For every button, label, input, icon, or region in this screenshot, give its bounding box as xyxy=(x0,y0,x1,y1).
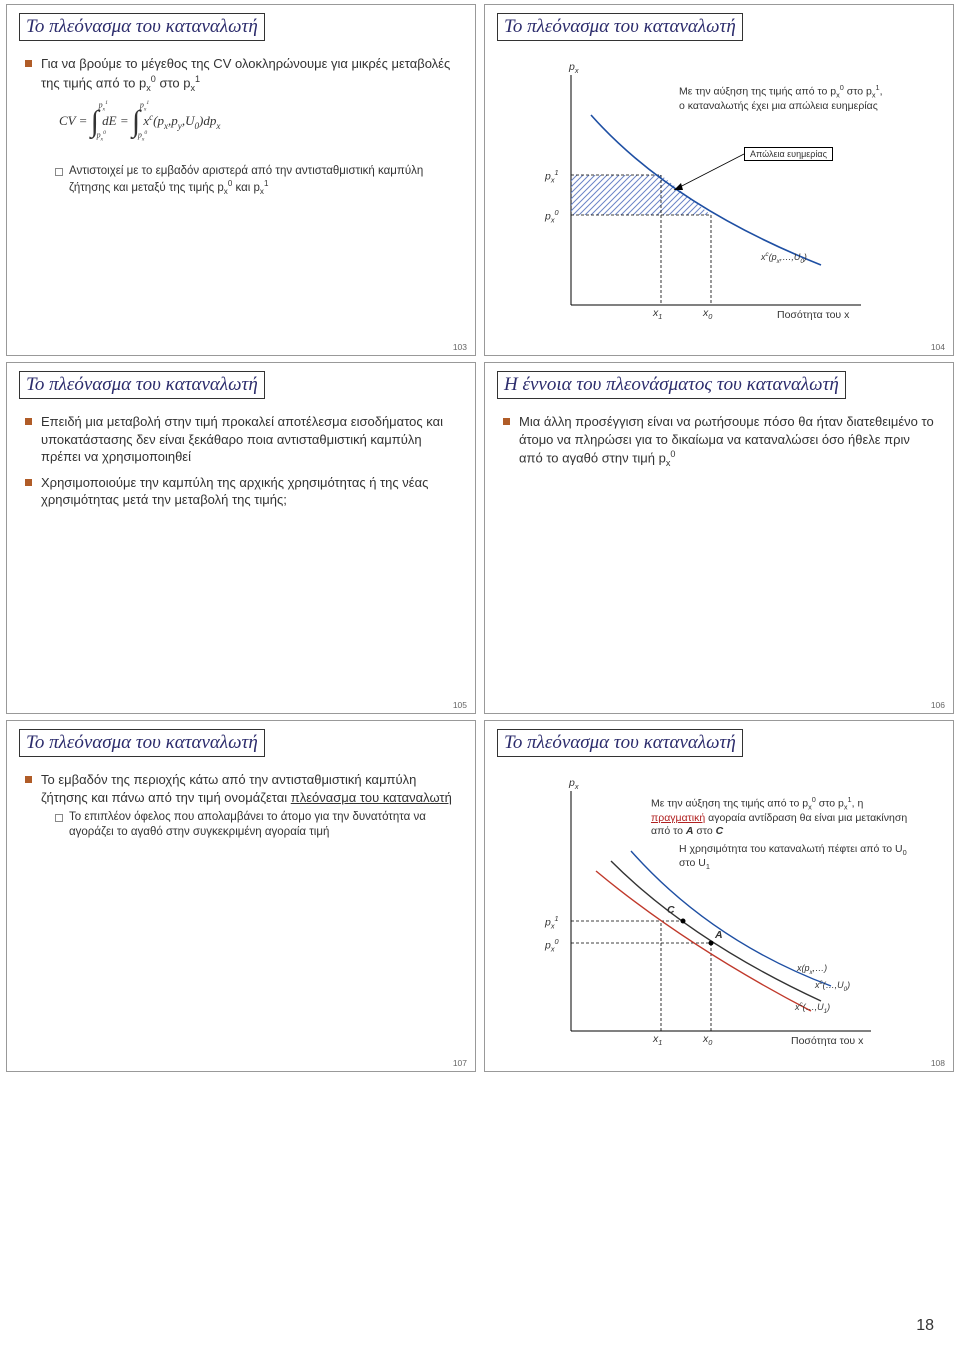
fa2: ,p xyxy=(168,113,178,128)
bullet-2: Χρησιμοποιούμε την καμπύλη της αρχικής χ… xyxy=(25,474,457,509)
title-box: Το πλεόνασμα του καταναλωτή xyxy=(19,13,265,41)
slide-108: Το πλεόνασμα του καταναλωτή px px1 xyxy=(484,720,954,1072)
slide-title: Το πλεόνασμα του καταναλωτή xyxy=(504,732,736,753)
sub1: Το επιπλέον όφελος που απολαμβάνει το άτ… xyxy=(55,810,457,840)
curve-c1-label: xc(…,U1) xyxy=(795,1001,830,1016)
slide-number: 107 xyxy=(453,1058,467,1068)
slide-title: Η έννοια του πλεονάσματος του καταναλωτή xyxy=(504,374,839,395)
point-A: A xyxy=(715,929,723,942)
page-number: 18 xyxy=(10,1317,950,1335)
p1-label: px1 xyxy=(545,914,559,931)
formula-de: dE = xyxy=(102,113,128,128)
bullet-1: Επειδή μια μεταβολή στην τιμή προκαλεί α… xyxy=(25,413,457,466)
s1b: 1 xyxy=(264,179,268,188)
annot-2: Η χρησιμότητα του καταναλωτή πέφτει από … xyxy=(679,843,909,872)
slide-number: 108 xyxy=(931,1058,945,1068)
slide-105: Το πλεόνασμα του καταναλωτή Επειδή μια μ… xyxy=(6,362,476,714)
bullet-1-text-a: Για να βρούμε το μέγεθος της CV ολοκληρώ… xyxy=(41,56,450,90)
y-axis-label: px xyxy=(569,777,579,791)
slide-content: Επειδή μια μεταβολή στην τιμή προκαλεί α… xyxy=(19,413,463,695)
slide-number: 106 xyxy=(931,700,945,710)
annot-top: Με την αύξηση της τιμής από το px0 στο p… xyxy=(651,795,911,838)
slide-content: Μια άλλη προσέγγιση είναι να ρωτήσουμε π… xyxy=(497,413,941,695)
chart-104: px px1 px0 x1 x0 xc(px,…,U0) Ποσότητα το… xyxy=(509,55,929,337)
slide-content: Για να βρούμε το μέγεθος της CV ολοκληρώ… xyxy=(19,55,463,337)
slide-106: Η έννοια του πλεονάσματος του καταναλωτή… xyxy=(484,362,954,714)
s1mid: και p xyxy=(232,182,260,194)
slide-107: Το πλεόνασμα του καταναλωτή Το εμβαδόν τ… xyxy=(6,720,476,1072)
x0-label: x0 xyxy=(703,1033,712,1047)
slide-title: Το πλεόνασμα του καταναλωτή xyxy=(26,16,258,37)
slide-grid: Το πλεόνασμα του καταναλωτή Για να βρούμ… xyxy=(6,4,954,1072)
slide-number: 105 xyxy=(453,700,467,710)
chart-108: px px1 px0 x1 x0 C A x(px,…) xc(…,U0) xc… xyxy=(509,771,929,1053)
slide-104: Το πλεόνασμα του καταναλωτή xyxy=(484,4,954,356)
curve-m-label: x(px,…) xyxy=(797,963,827,977)
fa3: ,U xyxy=(182,113,195,128)
slide-number: 104 xyxy=(931,342,945,352)
x-axis-label: Ποσότητα του x xyxy=(791,1035,863,1048)
fa4: )dp xyxy=(199,113,216,128)
title-box: Το πλεόνασμα του καταναλωτή xyxy=(497,13,743,41)
title-box: Το πλεόνασμα του καταναλωτή xyxy=(497,729,743,757)
x1-label: x1 xyxy=(653,1033,662,1047)
slide-title: Το πλεόνασμα του καταναλωτή xyxy=(504,16,736,37)
title-box: Η έννοια του πλεονάσματος του καταναλωτή xyxy=(497,371,846,399)
title-box: Το πλεόνασμα του καταναλωτή xyxy=(19,729,265,757)
point-C: C xyxy=(667,904,675,917)
sub-1: Αντιστοιχεί με το εμβαδόν αριστερά από τ… xyxy=(55,164,457,198)
bullet-1: Μια άλλη προσέγγιση είναι να ρωτήσουμε π… xyxy=(503,413,935,469)
b1u: πλεόνασμα του καταναλωτή xyxy=(291,790,452,805)
slide-content: Το εμβαδόν της περιοχής κάτω από την αντ… xyxy=(19,771,463,1053)
integral-1: ∫px1px0 xyxy=(91,102,99,143)
slide-number: 103 xyxy=(453,342,467,352)
slide-title: Το πλεόνασμα του καταναλωτή xyxy=(26,374,258,395)
legend-arrow xyxy=(509,55,929,335)
p0-label: px0 xyxy=(545,937,559,954)
cv-formula: CV = ∫px1px0 dE = ∫px1px0 xc(px,py,U0)dp… xyxy=(59,102,457,154)
curve-c0-label: xc(…,U0) xyxy=(815,979,850,994)
formula-lhs: CV = xyxy=(59,113,87,128)
slide-title: Το πλεόνασμα του καταναλωτή xyxy=(26,732,258,753)
title-box: Το πλεόνασμα του καταναλωτή xyxy=(19,371,265,399)
sup1: 1 xyxy=(195,74,200,84)
b1sup: 0 xyxy=(670,449,675,459)
slide-103: Το πλεόνασμα του καταναλωτή Για να βρούμ… xyxy=(6,4,476,356)
bullet-1-text-b: στο p xyxy=(156,75,191,90)
b1a: Μια άλλη προσέγγιση είναι να ρωτήσουμε π… xyxy=(519,414,934,465)
integral-2: ∫px1px0 xyxy=(132,102,140,143)
fa1: (p xyxy=(153,113,164,128)
bullet-1: Για να βρούμε το μέγεθος της CV ολοκληρώ… xyxy=(25,55,457,197)
bullet-1: Το εμβαδόν της περιοχής κάτω από την αντ… xyxy=(25,771,457,840)
